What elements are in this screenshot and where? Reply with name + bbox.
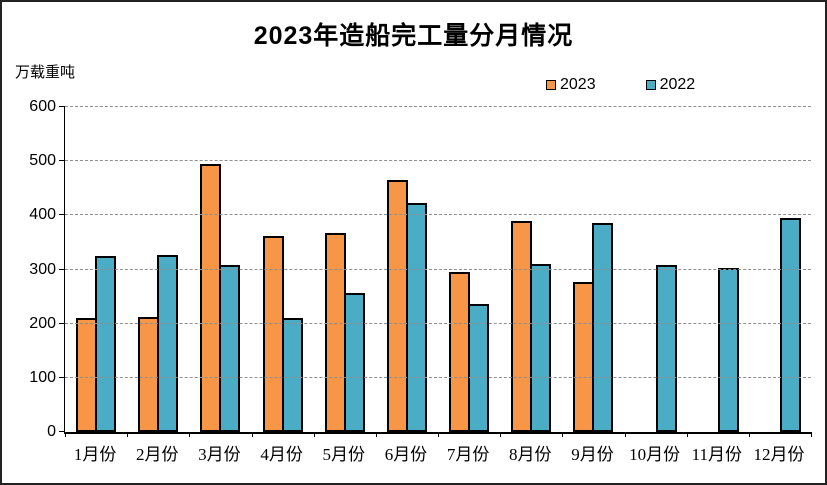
legend-item-2022: 2022 bbox=[645, 76, 696, 94]
y-axis-tick bbox=[59, 214, 65, 216]
y-axis-tick bbox=[59, 268, 65, 270]
x-axis-tick bbox=[562, 432, 564, 437]
bar-2022-2月份 bbox=[157, 254, 179, 432]
bar-2023-6月份 bbox=[386, 179, 408, 432]
bar-2023-9月份 bbox=[573, 281, 595, 432]
bar-group-9月份 bbox=[562, 107, 624, 432]
x-axis-label: 4月份 bbox=[260, 445, 303, 464]
x-axis-label: 12月份 bbox=[753, 445, 805, 464]
y-axis-tick bbox=[59, 160, 65, 162]
y-axis-tick bbox=[59, 431, 65, 432]
y-axis-tick-label: 0 bbox=[47, 423, 56, 440]
bar-2023-1月份 bbox=[76, 317, 98, 432]
gridline bbox=[65, 160, 811, 162]
y-axis-tick-label: 500 bbox=[29, 152, 56, 170]
bar-group-1月份 bbox=[65, 107, 127, 432]
bar-2022-10月份 bbox=[655, 265, 677, 432]
bar-2022-11月份 bbox=[717, 267, 739, 432]
y-axis-tick bbox=[59, 376, 65, 378]
bar-2022-1月份 bbox=[95, 255, 117, 432]
x-axis-tick bbox=[251, 432, 253, 437]
chart-title: 2023年造船完工量分月情况 bbox=[253, 22, 574, 50]
y-axis-tick-label: 400 bbox=[29, 206, 56, 224]
y-axis-tick bbox=[59, 322, 65, 324]
gridline bbox=[65, 322, 811, 324]
bar-group-12月份 bbox=[749, 107, 811, 432]
bar-2022-3月份 bbox=[219, 265, 241, 432]
x-axis-tick bbox=[375, 432, 377, 437]
x-axis-tick bbox=[438, 432, 439, 437]
legend-swatch-icon bbox=[546, 80, 556, 90]
bar-group-10月份 bbox=[625, 107, 687, 432]
legend-label: 2022 bbox=[659, 76, 696, 93]
x-axis-tick bbox=[65, 432, 66, 437]
bar-2023-5月份 bbox=[324, 232, 346, 432]
x-axis-tick bbox=[500, 432, 502, 437]
bar-2022-6月份 bbox=[405, 202, 427, 432]
x-axis-label: 8月份 bbox=[509, 445, 552, 464]
x-axis-tick bbox=[313, 432, 315, 437]
legend-swatch-icon bbox=[645, 80, 656, 90]
bar-2022-5月份 bbox=[343, 292, 365, 432]
x-axis-label: 6月份 bbox=[384, 445, 428, 464]
bar-2022-12月份 bbox=[779, 218, 801, 432]
x-axis-labels: 1月份 2月份 3月份 4月份 5月份 6月份 7月份 8月份 9月份 10月份 11月份 12月份 bbox=[64, 440, 810, 465]
x-axis-tick bbox=[686, 432, 688, 437]
x-axis-label: 9月份 bbox=[571, 445, 614, 464]
plot-area bbox=[59, 106, 812, 437]
bar-group-5月份 bbox=[314, 107, 376, 432]
y-axis-labels: 0 100 200 300 400 500 600 bbox=[2, 98, 56, 440]
legend: 2023 2022 bbox=[546, 76, 695, 94]
bar-2022-8月份 bbox=[530, 264, 552, 432]
bar-2022-7月份 bbox=[468, 304, 490, 432]
y-axis-unit-label: 万载重吨 bbox=[15, 65, 76, 81]
bar-groups bbox=[65, 107, 811, 432]
legend-item-2023: 2023 bbox=[546, 76, 596, 94]
y-axis-tick-label: 300 bbox=[29, 260, 56, 278]
bar-2022-9月份 bbox=[592, 223, 614, 432]
x-axis-label: 11月份 bbox=[691, 445, 742, 464]
y-axis-tick bbox=[59, 106, 65, 107]
x-axis-tick bbox=[624, 432, 626, 437]
x-axis-label: 5月份 bbox=[322, 445, 366, 464]
legend-label: 2023 bbox=[560, 76, 596, 93]
x-axis-label: 7月份 bbox=[446, 445, 490, 464]
x-axis-tick bbox=[748, 432, 750, 437]
x-axis-tick bbox=[811, 432, 812, 437]
bar-2023-3月份 bbox=[200, 164, 222, 432]
gridline bbox=[65, 376, 811, 378]
bar-2023-4月份 bbox=[262, 235, 284, 432]
bar-group-8月份 bbox=[500, 107, 562, 432]
bar-2023-7月份 bbox=[449, 271, 471, 432]
gridline bbox=[65, 268, 811, 270]
bar-2023-2月份 bbox=[138, 317, 160, 432]
y-axis-tick-label: 200 bbox=[29, 314, 56, 332]
gridline bbox=[65, 214, 811, 216]
gridline bbox=[65, 106, 811, 107]
x-axis-tick bbox=[189, 432, 191, 437]
x-axis-label: 3月份 bbox=[198, 445, 241, 464]
x-axis-tick bbox=[127, 432, 129, 437]
x-axis-label: 1月份 bbox=[73, 445, 117, 464]
bar-group-4月份 bbox=[252, 107, 314, 432]
bar-group-7月份 bbox=[438, 107, 500, 432]
bar-2022-4月份 bbox=[281, 318, 303, 432]
bar-group-2月份 bbox=[127, 107, 189, 432]
bar-group-3月份 bbox=[189, 107, 251, 432]
bar-2023-8月份 bbox=[511, 221, 533, 432]
x-axis-label: 10月份 bbox=[629, 445, 681, 464]
bar-group-6月份 bbox=[376, 107, 438, 432]
y-axis-tick-label: 600 bbox=[29, 98, 56, 115]
y-axis-tick-label: 100 bbox=[29, 368, 56, 386]
x-axis-label: 2月份 bbox=[136, 445, 179, 464]
bar-group-11月份 bbox=[687, 107, 749, 432]
